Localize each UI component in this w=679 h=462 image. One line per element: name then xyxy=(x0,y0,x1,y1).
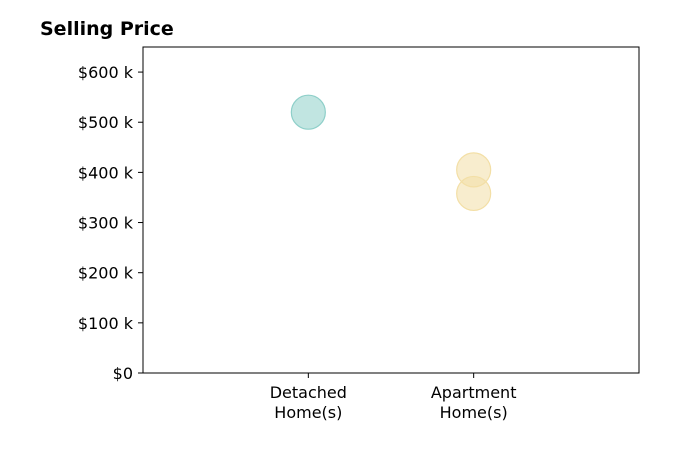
x-tick-label: Detached xyxy=(270,383,347,402)
y-tick-label: $100 k xyxy=(78,314,134,333)
y-tick-label: $300 k xyxy=(78,214,134,233)
y-tick-label: $400 k xyxy=(78,163,134,182)
y-tick-label: $200 k xyxy=(78,264,134,283)
y-axis: $0 $100 k $200 k $300 k $400 k $500 k $600 k xyxy=(78,63,143,383)
x-tick-label: Home(s) xyxy=(440,403,508,422)
data-points xyxy=(290,94,492,212)
y-tick-label: $600 k xyxy=(78,63,134,82)
data-point xyxy=(456,175,492,212)
x-tick-label: Home(s) xyxy=(274,403,342,422)
data-point xyxy=(290,94,326,130)
y-tick-label: $0 xyxy=(113,364,133,383)
chart-title: Selling Price xyxy=(40,18,174,40)
plot-frame xyxy=(142,46,640,374)
x-tick-label: Apartment xyxy=(431,383,517,402)
y-tick-label: $500 k xyxy=(78,113,134,132)
